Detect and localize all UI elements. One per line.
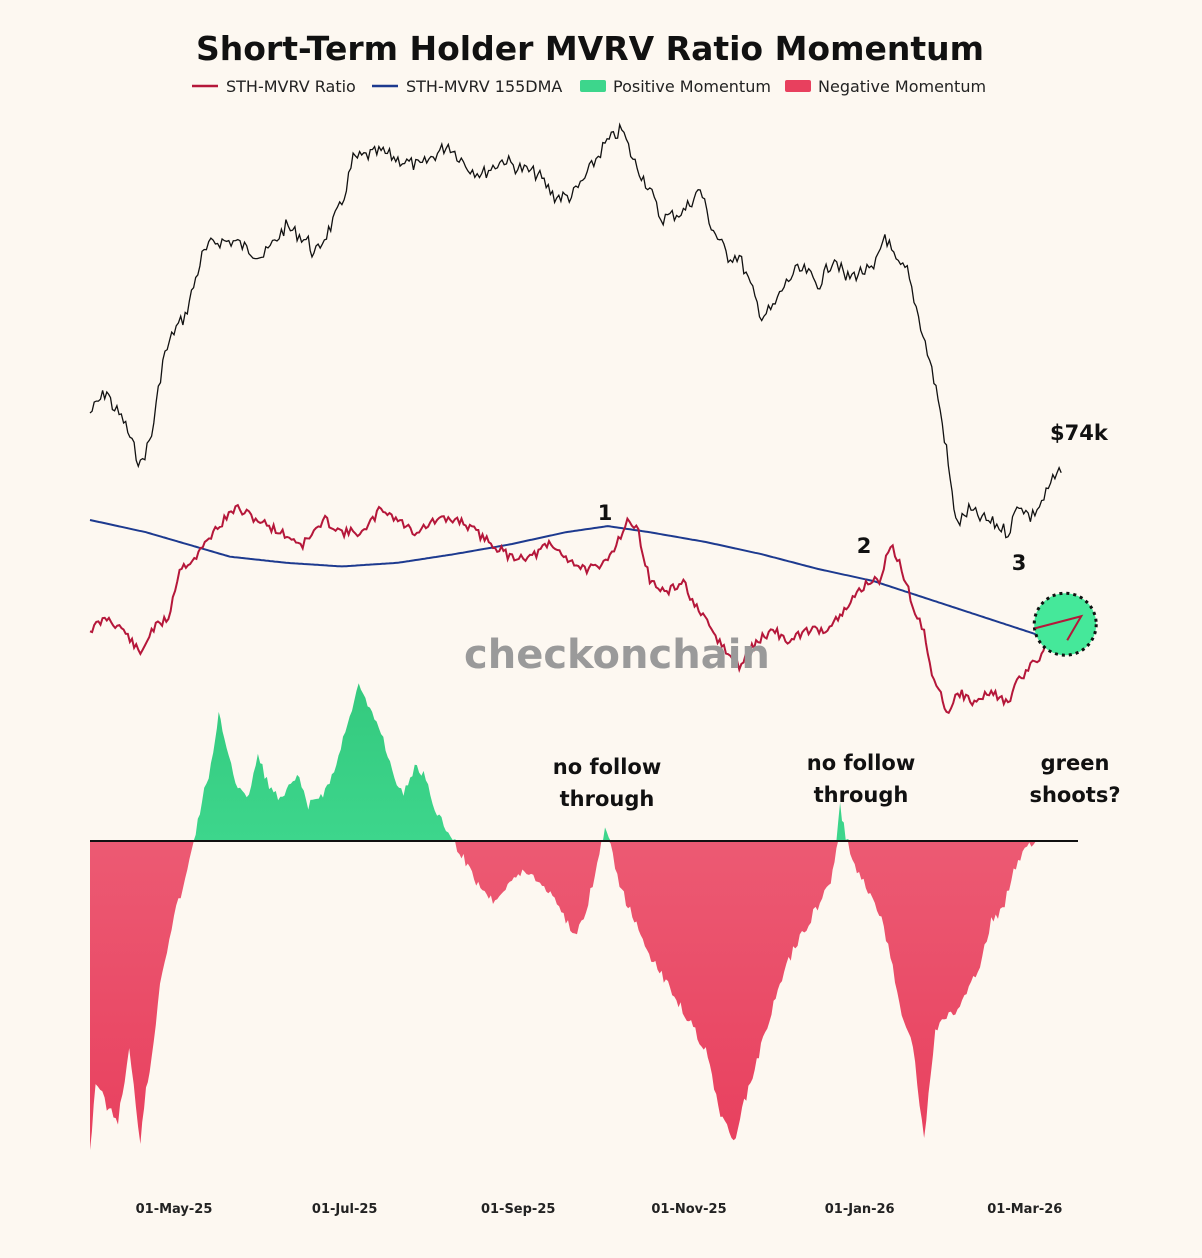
chart-title: Short-Term Holder MVRV Ratio Momentum <box>196 29 984 68</box>
x-tick-label: 01-May-25 <box>136 1202 213 1217</box>
legend-label-sth-mvrv: STH-MVRV Ratio <box>226 77 356 96</box>
price-label: $74k <box>1050 421 1109 445</box>
note-1-line-1: no follow <box>553 755 661 779</box>
positive-momentum-area <box>90 683 1036 841</box>
x-tick-label: 01-Sep-25 <box>481 1202 555 1217</box>
legend-label-155dma: STH-MVRV 155DMA <box>406 77 562 96</box>
legend-label-negative: Negative Momentum <box>818 77 986 96</box>
x-tick-label: 01-Nov-25 <box>651 1202 726 1217</box>
green-shoots-highlight <box>1032 591 1098 657</box>
plot-area <box>89 122 1098 1151</box>
note-3-line-1: green <box>1041 751 1110 775</box>
legend: STH-MVRV Ratio STH-MVRV 155DMA Positive … <box>192 77 986 96</box>
legend-item-positive-momentum[interactable]: Positive Momentum <box>580 77 771 96</box>
legend-item-negative-momentum[interactable]: Negative Momentum <box>785 77 986 96</box>
legend-item-sth-mvrv[interactable]: STH-MVRV Ratio <box>192 77 356 96</box>
marker-3-label: 3 <box>1012 551 1027 575</box>
note-3-line-2: shoots? <box>1029 783 1120 807</box>
btc-price-line <box>89 122 1062 539</box>
x-tick-label: 01-Jan-26 <box>825 1202 895 1217</box>
note-2-line-2: through <box>814 783 909 807</box>
marker-1-label: 1 <box>598 501 613 525</box>
note-1-line-2: through <box>560 787 655 811</box>
note-2-line-1: no follow <box>807 751 915 775</box>
legend-swatch-positive <box>580 80 606 92</box>
x-tick-label: 01-Jul-25 <box>312 1202 378 1217</box>
highlight-mvrv-tail <box>1034 614 1084 641</box>
sth-mvrv-ratio-line <box>89 503 1048 715</box>
legend-label-positive: Positive Momentum <box>613 77 771 96</box>
marker-2-label: 2 <box>857 534 872 558</box>
x-axis: 01-May-25 01-Jul-25 01-Sep-25 01-Nov-25 01-J… <box>136 1202 1063 1217</box>
sth-mvrv-155dma-line <box>89 519 1056 641</box>
watermark: checkonchain <box>464 632 770 678</box>
negative-momentum-area <box>90 841 1036 1151</box>
x-tick-label: 01-Mar-26 <box>987 1202 1062 1217</box>
legend-item-155dma[interactable]: STH-MVRV 155DMA <box>372 77 562 96</box>
legend-swatch-negative <box>785 80 811 92</box>
